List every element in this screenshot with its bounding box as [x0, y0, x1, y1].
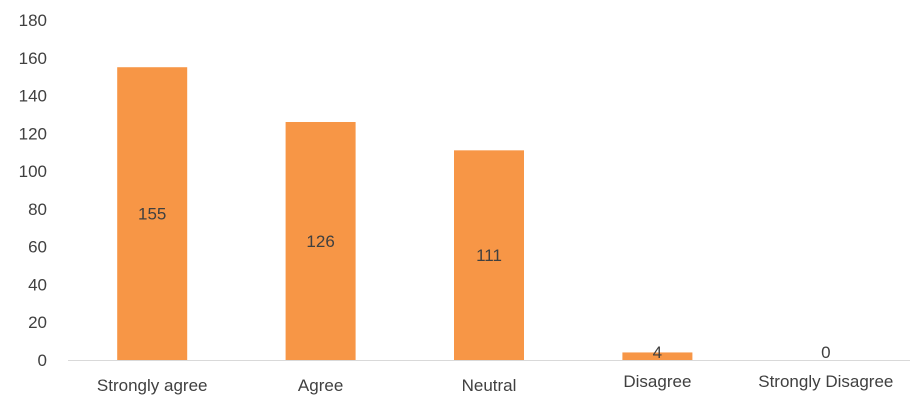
x-category-label: Neutral: [462, 376, 517, 395]
y-tick-label: 180: [19, 11, 47, 30]
y-tick-label: 160: [19, 49, 47, 68]
data-label: 111: [476, 246, 502, 265]
y-tick-label: 0: [38, 351, 47, 370]
x-category-label: Strongly Disagree: [758, 372, 893, 391]
data-labels: 155 126 111 4 0: [138, 205, 831, 362]
y-tick-label: 40: [28, 275, 47, 294]
y-tick-label: 120: [19, 124, 47, 143]
bar: [454, 150, 524, 360]
data-label: 4: [653, 343, 662, 362]
x-axis-category-labels: Strongly agree Agree Neutral Disagree Strong…: [97, 372, 893, 395]
x-category-label: Strongly agree: [97, 376, 208, 395]
data-label: 0: [821, 343, 830, 362]
x-category-label: Disagree: [623, 372, 691, 391]
bar: [622, 352, 693, 360]
bar: [285, 122, 356, 360]
data-label: 155: [138, 205, 166, 224]
bar-series: [117, 67, 693, 360]
y-tick-label: 80: [28, 200, 47, 219]
x-category-label: Agree: [298, 376, 343, 395]
bar: [117, 67, 188, 360]
y-tick-label: 100: [19, 162, 47, 181]
y-tick-label: 60: [28, 238, 47, 257]
data-label: 126: [306, 232, 334, 251]
y-tick-label: 140: [19, 87, 47, 106]
y-tick-label: 20: [28, 313, 47, 332]
y-axis-tick-labels: 0 20 40 60 80 100 120 140 160 180: [19, 11, 47, 370]
